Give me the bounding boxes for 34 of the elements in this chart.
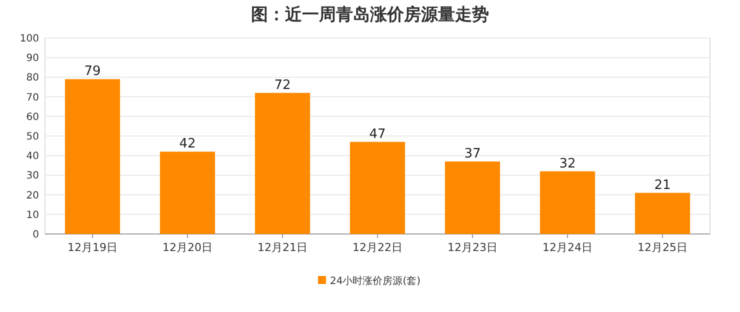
y-tick-label: 40: [26, 151, 39, 162]
data-label: 47: [369, 126, 386, 142]
bar: [254, 92, 310, 234]
y-tick-label: 60: [26, 112, 39, 123]
x-tick-label: 12月20日: [162, 241, 212, 254]
y-tick-label: 0: [32, 230, 39, 240]
x-tick-label: 12月24日: [542, 241, 592, 254]
y-tick-label: 80: [26, 72, 39, 84]
bar: [160, 152, 216, 234]
x-tick-label: 12月23日: [448, 241, 498, 254]
x-tick-label: 12月21日: [258, 241, 308, 254]
bar: [64, 79, 120, 234]
y-tick-label: 10: [26, 210, 39, 221]
legend-label: 24小时涨价房源(套): [330, 275, 421, 287]
bar: [540, 171, 596, 234]
x-tick-label: 12月19日: [68, 241, 118, 254]
y-tick-label: 100: [20, 34, 39, 44]
x-tick-label: 12月25日: [638, 241, 688, 254]
y-tick-label: 20: [26, 190, 39, 202]
data-label: 79: [84, 64, 101, 80]
bar: [634, 192, 690, 234]
bar: [444, 161, 500, 234]
y-tick-label: 70: [26, 92, 39, 104]
y-tick-label: 50: [26, 132, 39, 142]
data-label: 42: [179, 136, 196, 152]
y-tick-label: 30: [26, 170, 39, 182]
data-label: 37: [464, 146, 481, 162]
data-label: 32: [559, 156, 576, 172]
bar: [350, 142, 406, 234]
data-label: 72: [274, 78, 291, 93]
y-tick-label: 90: [26, 53, 39, 64]
x-tick-label: 12月22日: [352, 241, 402, 254]
chart-title: 图：近一周青岛涨价房源量走势: [251, 5, 489, 25]
data-label: 21: [654, 178, 671, 193]
